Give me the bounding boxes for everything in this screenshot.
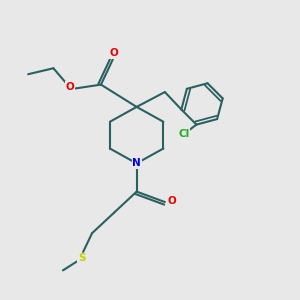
Text: Cl: Cl [178, 128, 190, 139]
Text: O: O [65, 82, 74, 92]
Text: O: O [167, 196, 176, 206]
Text: O: O [110, 48, 119, 58]
Text: S: S [78, 254, 85, 263]
Text: N: N [132, 158, 141, 168]
